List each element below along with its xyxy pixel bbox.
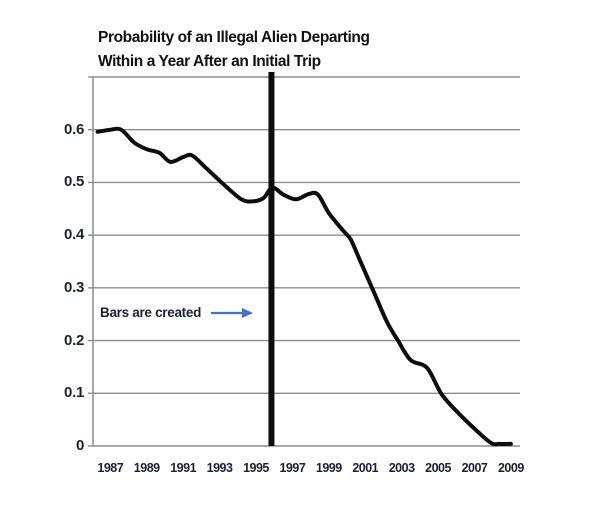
y-tick-label: 0.6 bbox=[64, 120, 84, 138]
x-tick-label: 1989 bbox=[133, 461, 160, 475]
x-tick-label: 2001 bbox=[352, 461, 379, 475]
probability-line bbox=[95, 126, 513, 447]
y-tick-label: 0.1 bbox=[64, 384, 84, 402]
event-bar bbox=[268, 72, 275, 446]
x-tick-label: 1993 bbox=[206, 461, 233, 475]
x-tick-label: 1991 bbox=[170, 461, 197, 475]
x-tick-label: 2007 bbox=[461, 461, 488, 475]
chart-title: Probability of an Illegal Alien Departin… bbox=[98, 26, 370, 74]
x-tick-label: 2003 bbox=[388, 461, 415, 475]
x-tick-label: 1995 bbox=[243, 461, 269, 475]
x-tick-label: 1987 bbox=[97, 461, 124, 475]
annotation-arrow-icon bbox=[211, 307, 254, 318]
chart-title-line2: Within a Year After an Initial Trip bbox=[98, 53, 321, 70]
y-tick-label: 0.5 bbox=[64, 173, 84, 191]
x-tick-label: 1999 bbox=[315, 461, 342, 475]
y-tick-label: 0.2 bbox=[64, 331, 84, 349]
x-tick-label: 2005 bbox=[425, 461, 451, 475]
chart-title-line1: Probability of an Illegal Alien Departin… bbox=[98, 29, 370, 46]
y-tick-label: 0.4 bbox=[64, 226, 84, 244]
y-tick-label: 0 bbox=[75, 437, 84, 454]
x-tick-label: 1997 bbox=[279, 461, 306, 475]
y-tick-label: 0.3 bbox=[64, 278, 84, 296]
bars-annotation: Bars are created bbox=[100, 305, 254, 320]
x-tick-label: 2009 bbox=[497, 461, 524, 475]
annotation-text: Bars are created bbox=[100, 305, 202, 320]
